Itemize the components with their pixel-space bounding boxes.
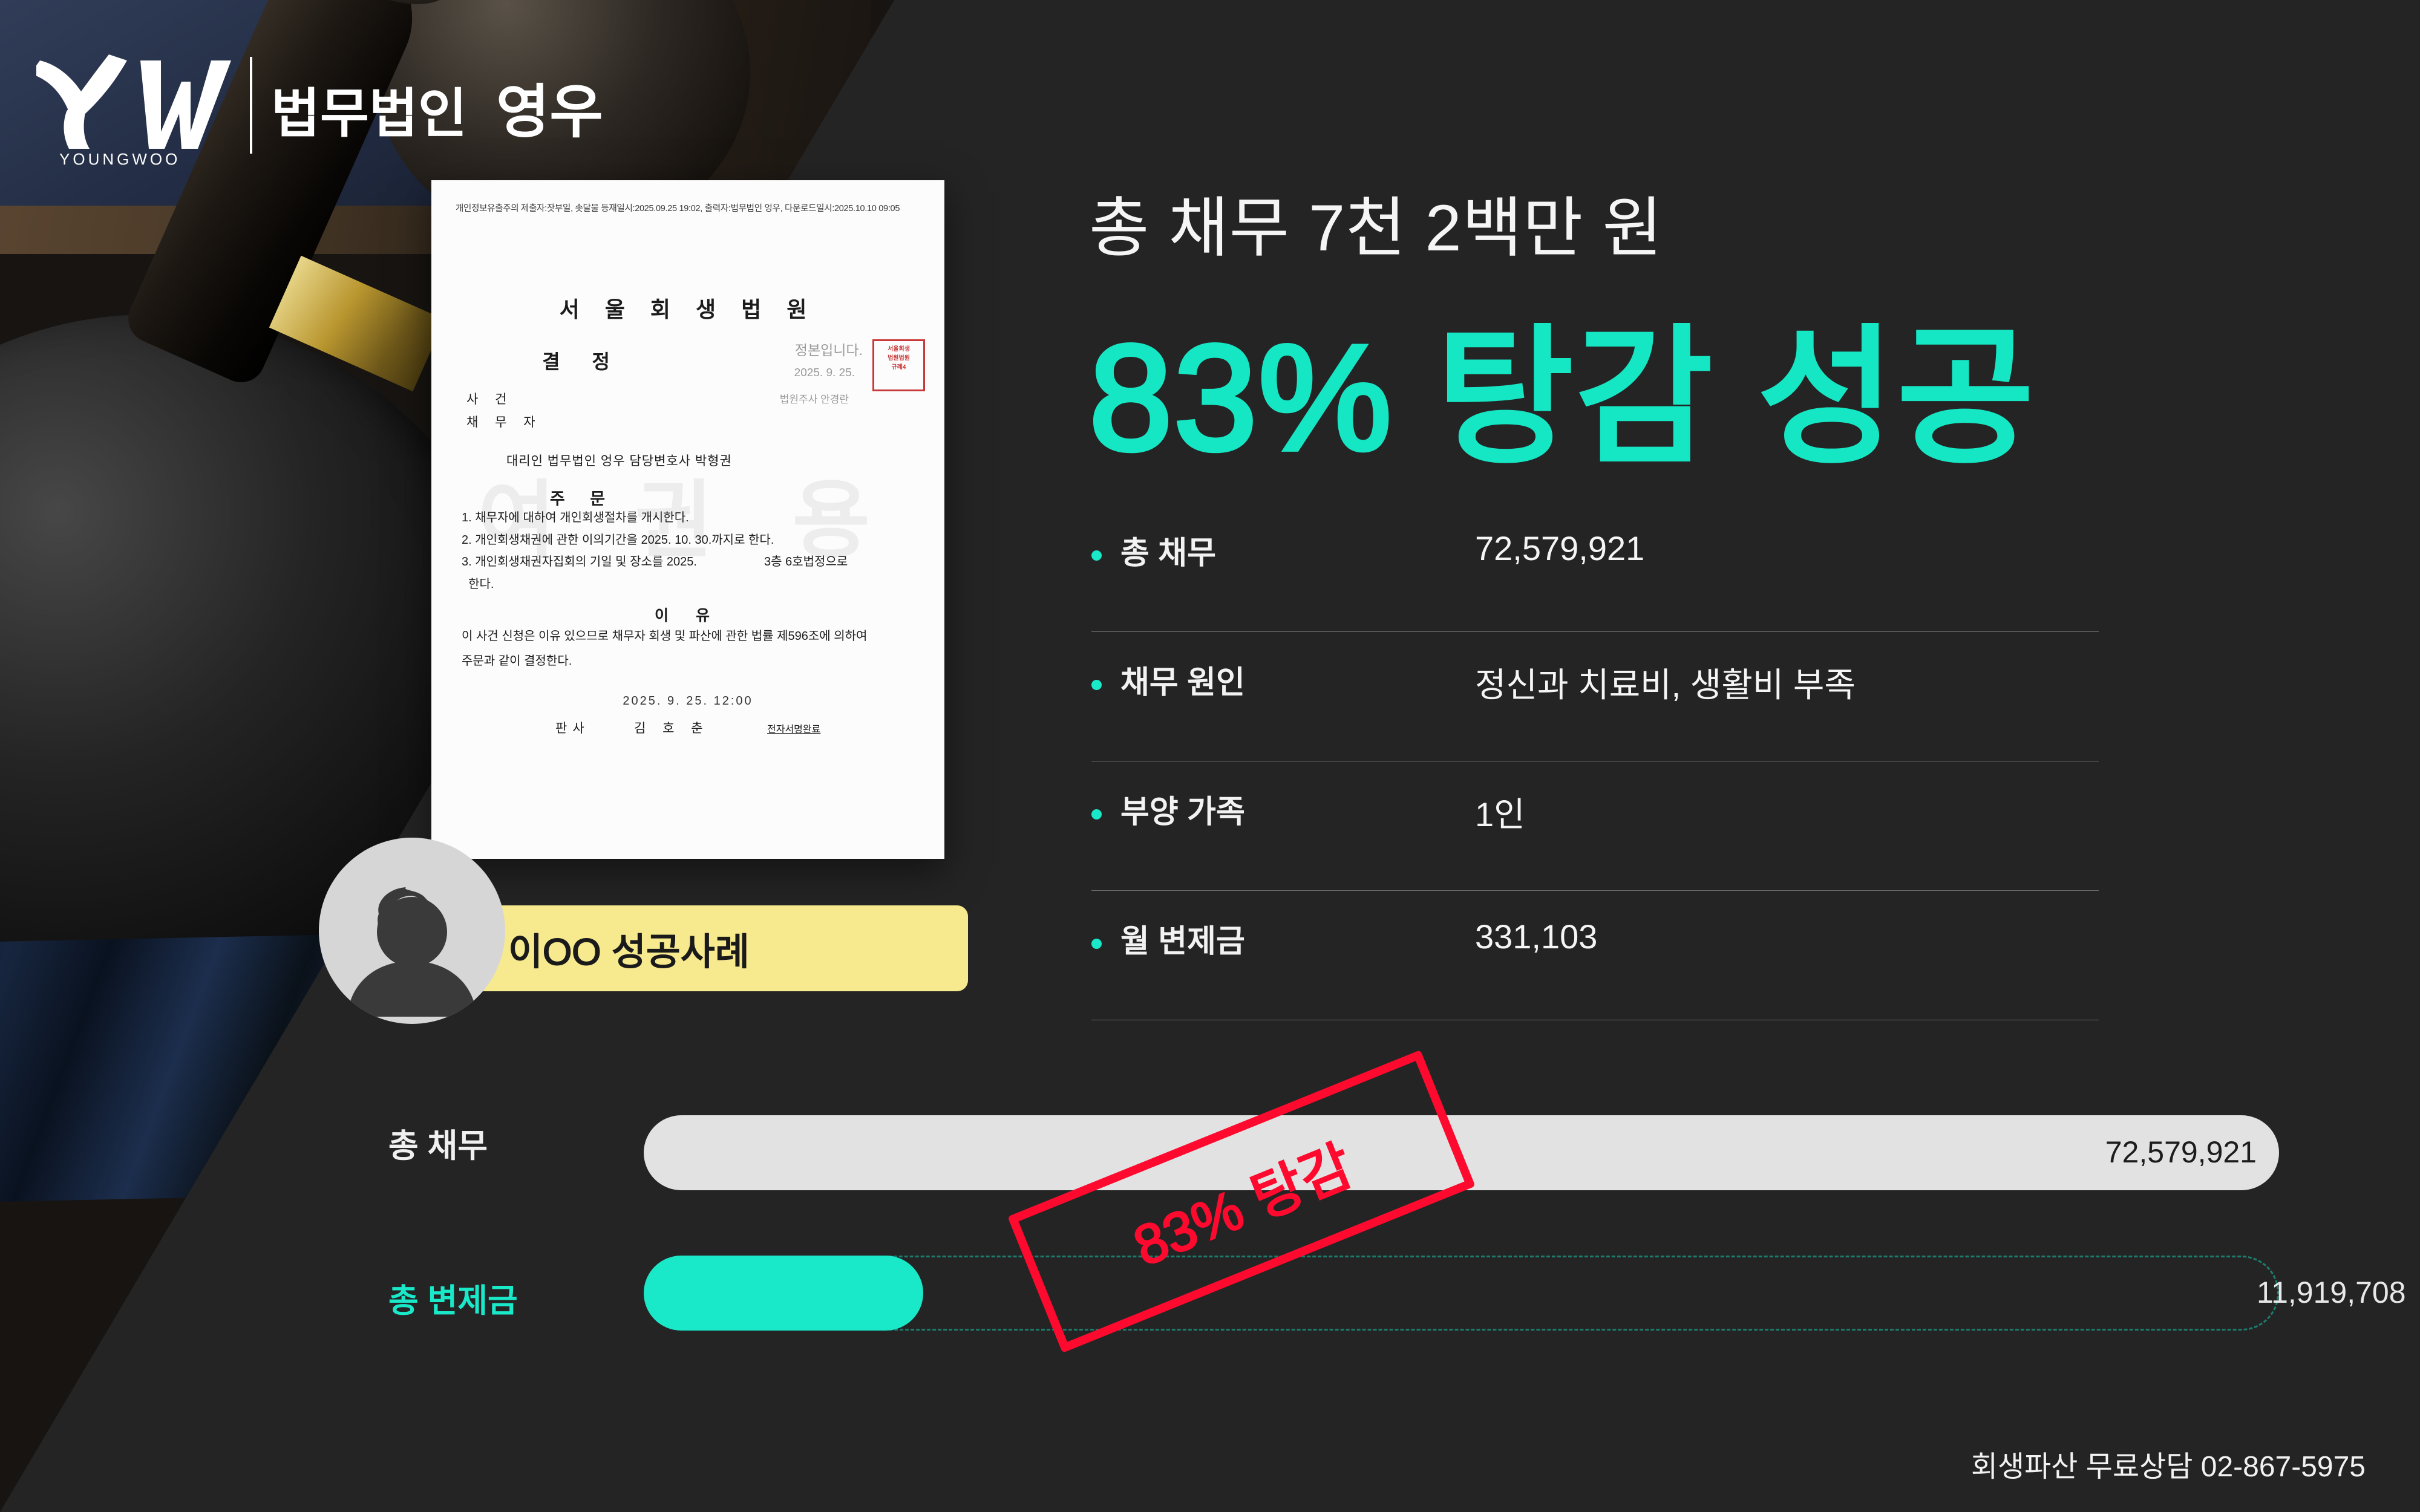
- svg-text:법무법인: 법무법인: [271, 85, 467, 144]
- svg-text:영우: 영우: [496, 80, 603, 145]
